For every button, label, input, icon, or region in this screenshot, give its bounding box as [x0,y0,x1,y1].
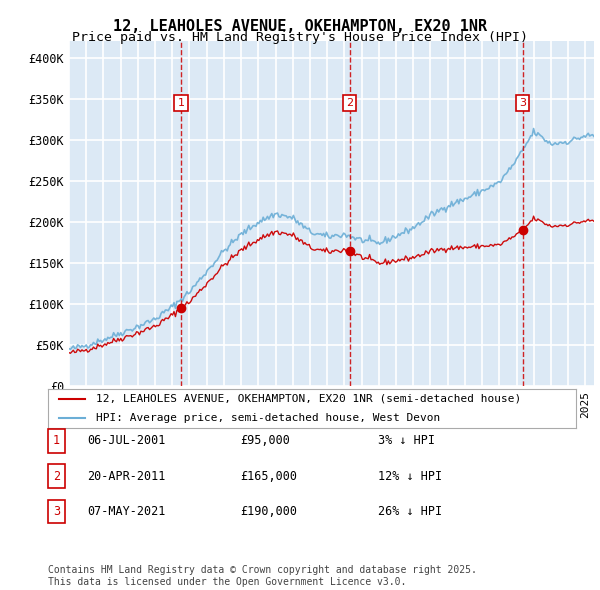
Text: 12% ↓ HPI: 12% ↓ HPI [378,470,442,483]
Text: 3: 3 [53,505,60,518]
Text: £190,000: £190,000 [240,505,297,518]
Text: 12, LEAHOLES AVENUE, OKEHAMPTON, EX20 1NR (semi-detached house): 12, LEAHOLES AVENUE, OKEHAMPTON, EX20 1N… [95,394,521,404]
Text: Price paid vs. HM Land Registry's House Price Index (HPI): Price paid vs. HM Land Registry's House … [72,31,528,44]
Text: 07-MAY-2021: 07-MAY-2021 [87,505,166,518]
Text: 3% ↓ HPI: 3% ↓ HPI [378,434,435,447]
Text: Contains HM Land Registry data © Crown copyright and database right 2025.
This d: Contains HM Land Registry data © Crown c… [48,565,477,587]
Text: £95,000: £95,000 [240,434,290,447]
Text: HPI: Average price, semi-detached house, West Devon: HPI: Average price, semi-detached house,… [95,413,440,423]
Text: 12, LEAHOLES AVENUE, OKEHAMPTON, EX20 1NR: 12, LEAHOLES AVENUE, OKEHAMPTON, EX20 1N… [113,19,487,34]
Text: 2: 2 [53,470,60,483]
Text: £165,000: £165,000 [240,470,297,483]
Text: 20-APR-2011: 20-APR-2011 [87,470,166,483]
Text: 2: 2 [346,98,353,108]
Text: 3: 3 [519,98,526,108]
Text: 26% ↓ HPI: 26% ↓ HPI [378,505,442,518]
Text: 1: 1 [53,434,60,447]
Text: 06-JUL-2001: 06-JUL-2001 [87,434,166,447]
Text: 1: 1 [178,98,185,108]
